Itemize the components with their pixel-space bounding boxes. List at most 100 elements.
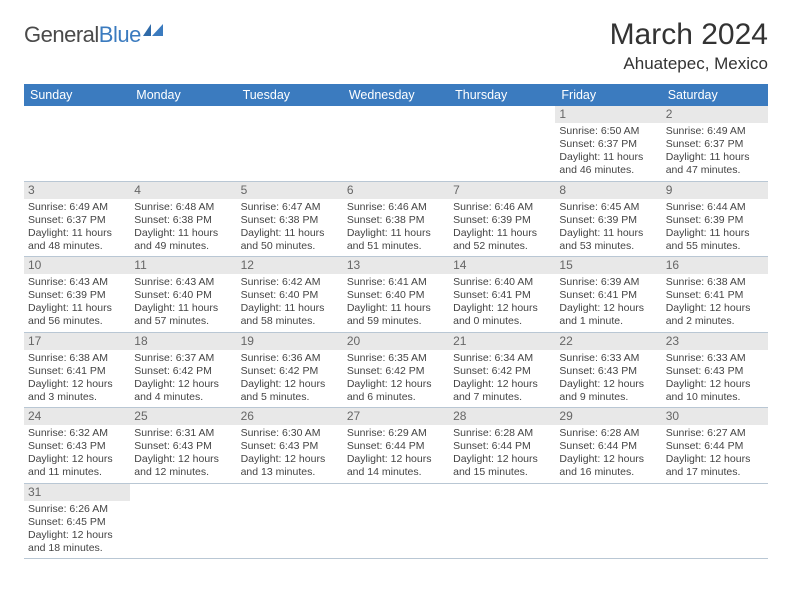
sunrise-text: Sunrise: 6:44 AM: [666, 201, 764, 214]
sunrise-text: Sunrise: 6:48 AM: [134, 201, 232, 214]
calendar-cell: 9Sunrise: 6:44 AMSunset: 6:39 PMDaylight…: [662, 181, 768, 257]
day-number: 27: [343, 408, 449, 425]
sunset-text: Sunset: 6:38 PM: [347, 214, 445, 227]
daylight-text: and 18 minutes.: [28, 542, 126, 555]
logo: GeneralBlue: [24, 18, 165, 48]
daylight-text: and 0 minutes.: [453, 315, 551, 328]
daylight-text: and 50 minutes.: [241, 240, 339, 253]
sunrise-text: Sunrise: 6:28 AM: [453, 427, 551, 440]
day-number: 14: [449, 257, 555, 274]
calendar-cell: 24Sunrise: 6:32 AMSunset: 6:43 PMDayligh…: [24, 408, 130, 484]
daylight-text: and 11 minutes.: [28, 466, 126, 479]
daylight-text: Daylight: 12 hours: [241, 378, 339, 391]
sunrise-text: Sunrise: 6:35 AM: [347, 352, 445, 365]
daylight-text: and 2 minutes.: [666, 315, 764, 328]
daylight-text: and 1 minute.: [559, 315, 657, 328]
day-number: 8: [555, 182, 661, 199]
sunset-text: Sunset: 6:41 PM: [559, 289, 657, 302]
calendar-cell: [24, 106, 130, 181]
sunset-text: Sunset: 6:41 PM: [453, 289, 551, 302]
daylight-text: Daylight: 12 hours: [453, 302, 551, 315]
calendar-cell: 22Sunrise: 6:33 AMSunset: 6:43 PMDayligh…: [555, 332, 661, 408]
sunset-text: Sunset: 6:41 PM: [666, 289, 764, 302]
sunrise-text: Sunrise: 6:27 AM: [666, 427, 764, 440]
month-title: March 2024: [610, 18, 768, 52]
daylight-text: and 46 minutes.: [559, 164, 657, 177]
calendar-cell: [449, 483, 555, 559]
title-block: March 2024 Ahuatepec, Mexico: [610, 18, 768, 74]
calendar-row: 1Sunrise: 6:50 AMSunset: 6:37 PMDaylight…: [24, 106, 768, 181]
sunset-text: Sunset: 6:43 PM: [666, 365, 764, 378]
sunset-text: Sunset: 6:38 PM: [134, 214, 232, 227]
logo-text-blue: Blue: [99, 22, 141, 48]
sunrise-text: Sunrise: 6:31 AM: [134, 427, 232, 440]
daylight-text: and 59 minutes.: [347, 315, 445, 328]
calendar-row: 24Sunrise: 6:32 AMSunset: 6:43 PMDayligh…: [24, 408, 768, 484]
sunrise-text: Sunrise: 6:46 AM: [453, 201, 551, 214]
daylight-text: and 4 minutes.: [134, 391, 232, 404]
sunrise-text: Sunrise: 6:42 AM: [241, 276, 339, 289]
sunrise-text: Sunrise: 6:28 AM: [559, 427, 657, 440]
daylight-text: and 7 minutes.: [453, 391, 551, 404]
day-number: 13: [343, 257, 449, 274]
calendar-cell: 11Sunrise: 6:43 AMSunset: 6:40 PMDayligh…: [130, 257, 236, 333]
day-number: 16: [662, 257, 768, 274]
calendar-cell: 30Sunrise: 6:27 AMSunset: 6:44 PMDayligh…: [662, 408, 768, 484]
calendar-cell: [130, 483, 236, 559]
daylight-text: and 51 minutes.: [347, 240, 445, 253]
weekday-header: Sunday: [24, 84, 130, 106]
sunrise-text: Sunrise: 6:43 AM: [134, 276, 232, 289]
calendar-row: 10Sunrise: 6:43 AMSunset: 6:39 PMDayligh…: [24, 257, 768, 333]
sunrise-text: Sunrise: 6:33 AM: [666, 352, 764, 365]
sunrise-text: Sunrise: 6:49 AM: [28, 201, 126, 214]
sunrise-text: Sunrise: 6:36 AM: [241, 352, 339, 365]
daylight-text: and 5 minutes.: [241, 391, 339, 404]
daylight-text: and 49 minutes.: [134, 240, 232, 253]
daylight-text: Daylight: 11 hours: [347, 302, 445, 315]
daylight-text: and 56 minutes.: [28, 315, 126, 328]
daylight-text: and 15 minutes.: [453, 466, 551, 479]
day-number: 1: [555, 106, 661, 123]
calendar-cell: 16Sunrise: 6:38 AMSunset: 6:41 PMDayligh…: [662, 257, 768, 333]
daylight-text: Daylight: 11 hours: [453, 227, 551, 240]
weekday-header: Wednesday: [343, 84, 449, 106]
sunset-text: Sunset: 6:37 PM: [666, 138, 764, 151]
daylight-text: Daylight: 12 hours: [666, 302, 764, 315]
daylight-text: and 13 minutes.: [241, 466, 339, 479]
sunset-text: Sunset: 6:42 PM: [134, 365, 232, 378]
calendar-cell: [662, 483, 768, 559]
calendar-cell: 23Sunrise: 6:33 AMSunset: 6:43 PMDayligh…: [662, 332, 768, 408]
day-number: 24: [24, 408, 130, 425]
day-number: 2: [662, 106, 768, 123]
day-number: 17: [24, 333, 130, 350]
daylight-text: Daylight: 12 hours: [28, 453, 126, 466]
sunset-text: Sunset: 6:44 PM: [559, 440, 657, 453]
weekday-header: Saturday: [662, 84, 768, 106]
sunrise-text: Sunrise: 6:26 AM: [28, 503, 126, 516]
daylight-text: Daylight: 12 hours: [666, 453, 764, 466]
day-number: 7: [449, 182, 555, 199]
day-number: 9: [662, 182, 768, 199]
sunset-text: Sunset: 6:38 PM: [241, 214, 339, 227]
daylight-text: Daylight: 12 hours: [241, 453, 339, 466]
day-number: 20: [343, 333, 449, 350]
daylight-text: and 53 minutes.: [559, 240, 657, 253]
calendar-cell: 7Sunrise: 6:46 AMSunset: 6:39 PMDaylight…: [449, 181, 555, 257]
sunset-text: Sunset: 6:40 PM: [241, 289, 339, 302]
calendar-head: SundayMondayTuesdayWednesdayThursdayFrid…: [24, 84, 768, 106]
calendar-cell: 25Sunrise: 6:31 AMSunset: 6:43 PMDayligh…: [130, 408, 236, 484]
calendar-cell: [343, 106, 449, 181]
daylight-text: and 16 minutes.: [559, 466, 657, 479]
daylight-text: Daylight: 11 hours: [134, 227, 232, 240]
day-number: 26: [237, 408, 343, 425]
daylight-text: Daylight: 12 hours: [559, 453, 657, 466]
daylight-text: Daylight: 11 hours: [28, 227, 126, 240]
sunrise-text: Sunrise: 6:38 AM: [28, 352, 126, 365]
calendar-cell: 2Sunrise: 6:49 AMSunset: 6:37 PMDaylight…: [662, 106, 768, 181]
sunset-text: Sunset: 6:39 PM: [559, 214, 657, 227]
daylight-text: and 57 minutes.: [134, 315, 232, 328]
daylight-text: Daylight: 12 hours: [134, 378, 232, 391]
sunrise-text: Sunrise: 6:29 AM: [347, 427, 445, 440]
day-number: 29: [555, 408, 661, 425]
daylight-text: and 14 minutes.: [347, 466, 445, 479]
